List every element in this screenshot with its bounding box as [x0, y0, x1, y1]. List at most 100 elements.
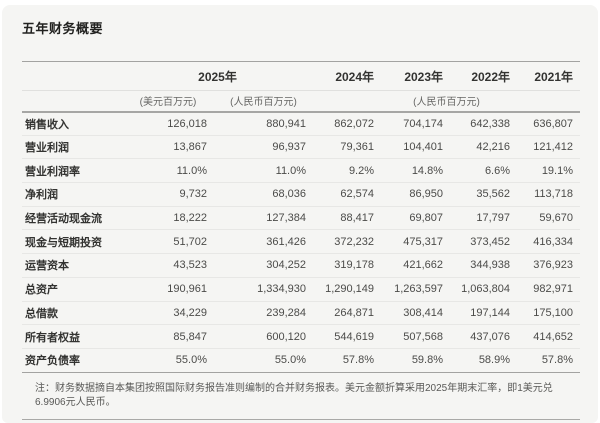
cell-value: 59.8% — [381, 348, 451, 373]
cell-value: 35,562 — [450, 182, 518, 207]
cell-value: 88,417 — [313, 206, 382, 231]
row-label: 销售收入 — [22, 111, 122, 136]
cell-value: 414,652 — [517, 324, 581, 349]
cell-value: 121,412 — [517, 135, 581, 160]
cell-value: 104,401 — [381, 135, 451, 160]
cell-value: 96,937 — [214, 135, 314, 160]
cell-value: 55.0% — [214, 348, 314, 373]
cell-value: 197,144 — [450, 301, 518, 326]
cell-value: 68,036 — [214, 182, 314, 207]
cell-value: 507,568 — [381, 324, 451, 349]
row-label: 经营活动现金流 — [22, 206, 122, 231]
table-row-owners-equity: 所有者权益 85,847 600,120 544,619 507,568 437… — [22, 324, 581, 349]
row-label: 运营资本 — [22, 253, 122, 278]
cell-value: 9.2% — [313, 158, 382, 184]
cell-value: 62,574 — [313, 182, 382, 207]
cell-value: 475,317 — [381, 229, 451, 255]
card-content: 五年财务概要 2025年 2024年 2023年 2022年 2021年 — [2, 5, 598, 420]
cell-value: 126,018 — [122, 111, 214, 136]
summary-card: 五年财务概要 2025年 2024年 2023年 2022年 2021年 — [2, 5, 598, 423]
cell-value: 1,334,930 — [214, 277, 314, 302]
footnote: 注：财务数据摘自本集团按照国际财务报告准则编制的合并财务报表。美元金额折算采用2… — [35, 382, 553, 408]
cell-value: 79,361 — [313, 135, 382, 160]
cell-value: 175,100 — [517, 301, 581, 326]
cell-value: 372,232 — [313, 229, 382, 255]
year-header-spacer — [22, 61, 122, 91]
table-row-cash-short-term-investments: 现金与短期投资 51,702 361,426 372,232 475,317 3… — [22, 229, 581, 255]
cell-value: 416,334 — [517, 229, 581, 255]
table-row-revenue: 销售收入 126,018 880,941 862,072 704,174 642… — [22, 111, 581, 136]
cell-value: 18,222 — [122, 206, 214, 231]
cell-value: 86,950 — [381, 182, 451, 207]
cell-value: 57.8% — [517, 348, 581, 373]
cell-value: 58.9% — [450, 348, 518, 373]
cell-value: 190,961 — [122, 277, 214, 302]
row-label: 资产负债率 — [22, 348, 122, 373]
cell-value: 642,338 — [450, 111, 518, 136]
cell-value: 19.1% — [517, 158, 581, 184]
table-row-operating-cash-flow: 经营活动现金流 18,222 127,384 88,417 69,807 17,… — [22, 206, 581, 231]
year-header-2023: 2023年 — [381, 61, 451, 91]
cell-value: 376,923 — [517, 253, 581, 278]
cell-value: 57.8% — [313, 348, 382, 373]
year-header-2021: 2021年 — [517, 61, 581, 91]
cell-value: 361,426 — [214, 229, 314, 255]
row-label: 净利润 — [22, 182, 122, 207]
unit-rmb-millions-2025: (人民币百万元) — [214, 90, 314, 113]
cell-value: 264,871 — [313, 301, 382, 326]
cell-value: 43,523 — [122, 253, 214, 278]
cell-value: 862,072 — [313, 111, 382, 136]
cell-value: 42,216 — [450, 135, 518, 160]
cell-value: 11.0% — [122, 158, 214, 184]
cell-value: 69,807 — [381, 206, 451, 231]
row-label: 总借款 — [22, 301, 122, 326]
cell-value: 85,847 — [122, 324, 214, 349]
cell-value: 437,076 — [450, 324, 518, 349]
cell-value: 982,971 — [517, 277, 581, 302]
cell-value: 55.0% — [122, 348, 214, 373]
cell-value: 127,384 — [214, 206, 314, 231]
cell-value: 880,941 — [214, 111, 314, 136]
cell-value: 1,290,149 — [313, 277, 382, 302]
cell-value: 304,252 — [214, 253, 314, 278]
cell-value: 544,619 — [313, 324, 382, 349]
year-header-2025: 2025年 — [122, 61, 314, 91]
cell-value: 9,732 — [122, 182, 214, 207]
table-row-total-borrowings: 总借款 34,229 239,284 264,871 308,414 197,1… — [22, 301, 581, 326]
table-row-debt-ratio: 资产负债率 55.0% 55.0% 57.8% 59.8% 58.9% 57.8… — [22, 348, 581, 373]
row-label: 营业利润 — [22, 135, 122, 160]
cell-value: 636,807 — [517, 111, 581, 136]
cell-value: 1,263,597 — [381, 277, 451, 302]
cell-value: 17,797 — [450, 206, 518, 231]
cell-value: 6.6% — [450, 158, 518, 184]
cell-value: 34,229 — [122, 301, 214, 326]
table-row-total-assets: 总资产 190,961 1,334,930 1,290,149 1,263,59… — [22, 277, 581, 302]
cell-value: 1,063,804 — [450, 277, 518, 302]
cell-value: 421,662 — [381, 253, 451, 278]
cell-value: 239,284 — [214, 301, 314, 326]
year-header-2024: 2024年 — [313, 61, 382, 91]
table-row-operating-margin: 营业利润率 11.0% 11.0% 9.2% 14.8% 6.6% 19.1% — [22, 158, 581, 184]
bottom-divider — [22, 418, 580, 420]
unit-rmb-millions-span: (人民币百万元) — [313, 90, 581, 113]
cell-value: 59,670 — [517, 206, 581, 231]
cell-value: 319,178 — [313, 253, 382, 278]
unit-header-row: (美元百万元) (人民币百万元) (人民币百万元) — [22, 90, 581, 113]
unit-usd-millions: (美元百万元) — [122, 90, 214, 113]
cell-value: 600,120 — [214, 324, 314, 349]
cell-value: 344,938 — [450, 253, 518, 278]
year-header-row: 2025年 2024年 2023年 2022年 2021年 — [22, 61, 581, 91]
year-header-2022: 2022年 — [450, 61, 518, 91]
cell-value: 14.8% — [381, 158, 451, 184]
row-label: 营业利润率 — [22, 158, 122, 184]
cell-value: 11.0% — [214, 158, 314, 184]
unit-header-spacer — [22, 90, 122, 113]
page-title: 五年财务概要 — [22, 21, 104, 36]
five-year-financial-table: 2025年 2024年 2023年 2022年 2021年 (美元百万元) (人… — [22, 61, 581, 373]
row-label: 总资产 — [22, 277, 122, 302]
table-row-net-profit: 净利润 9,732 68,036 62,574 86,950 35,562 11… — [22, 182, 581, 207]
row-label: 所有者权益 — [22, 324, 122, 349]
table-row-working-capital: 运营资本 43,523 304,252 319,178 421,662 344,… — [22, 253, 581, 278]
cell-value: 13,867 — [122, 135, 214, 160]
table-row-operating-profit: 营业利润 13,867 96,937 79,361 104,401 42,216… — [22, 135, 581, 160]
